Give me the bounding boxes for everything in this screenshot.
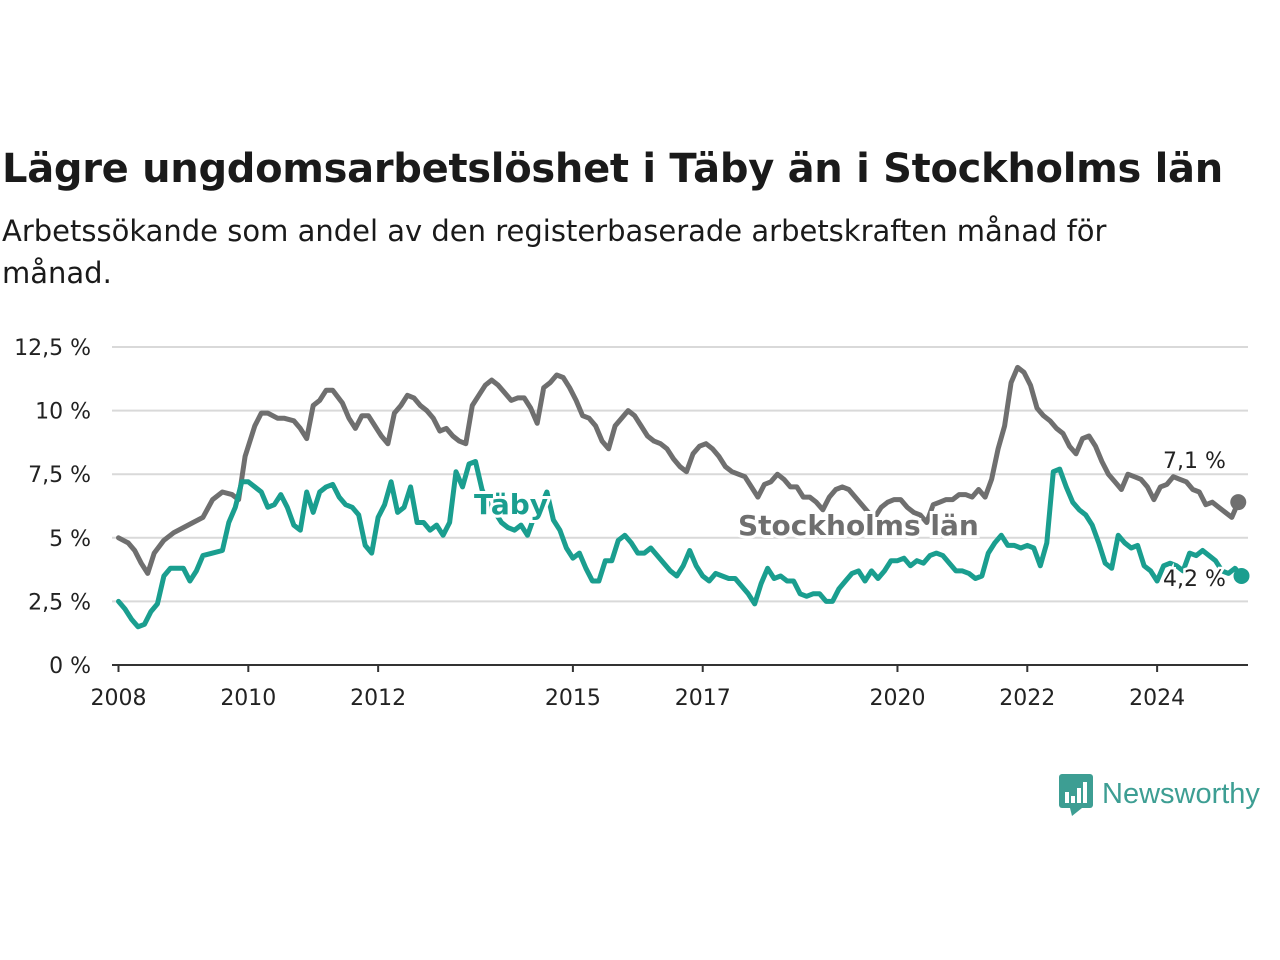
chart-title: Lägre ungdomsarbetslöshet i Täby än i St… [2,146,1223,192]
end-value-label-stockholms-lan: 7,1 % [1163,449,1226,474]
end-value-label-taby: 4,2 % [1163,567,1226,592]
grid-lines [112,346,1248,603]
series-label-taby: Täby [474,488,548,521]
y-tick-label: 7,5 % [28,463,91,488]
y-tick-label: 10 % [35,400,91,425]
series-lines [116,364,1250,630]
newsworthy-logo-icon [1059,774,1093,816]
x-tick-label: 2020 [869,686,925,711]
y-tick-label: 2,5 % [28,590,91,615]
x-tick-label: 2022 [999,686,1055,711]
series-line-stockholms-län [116,364,1241,576]
series-labels: Stockholms län Täby 7,1 % 4,2 % [471,447,1228,595]
y-tick-label: 0 % [49,654,91,679]
brand-name: Newsworthy [1102,777,1260,810]
x-tick-label: 2017 [675,686,731,711]
series-label-stockholms-lan: Stockholms län [738,509,979,542]
series-line-täby [116,459,1244,630]
x-axis: 2008 2010 2012 2015 2017 2020 2022 2024 [90,664,1248,711]
y-tick-label: 12,5 % [14,336,91,361]
x-tick-label: 2015 [545,686,601,711]
x-tick-label: 2008 [90,686,146,711]
series-end-point [1233,567,1250,584]
line-chart: 0 %2,5 %5 %7,5 %10 %12,5 % 2008 2010 2012 2… [14,336,1250,711]
x-tick-label: 2010 [220,686,276,711]
y-axis-ticks: 0 % 2,5 % 5 % 7,5 % 10 % 12,5 % [14,336,91,679]
x-tick-label: 2012 [350,686,406,711]
series-end-point [1230,494,1247,511]
x-tick-label: 2024 [1129,686,1185,711]
chart-subtitle: Arbetssökande som andel av den registerb… [2,214,1107,290]
y-tick-label: 5 % [49,527,91,552]
brand-logo: Newsworthy [1058,772,1260,816]
